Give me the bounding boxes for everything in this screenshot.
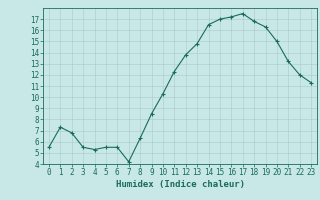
X-axis label: Humidex (Indice chaleur): Humidex (Indice chaleur) (116, 180, 244, 189)
